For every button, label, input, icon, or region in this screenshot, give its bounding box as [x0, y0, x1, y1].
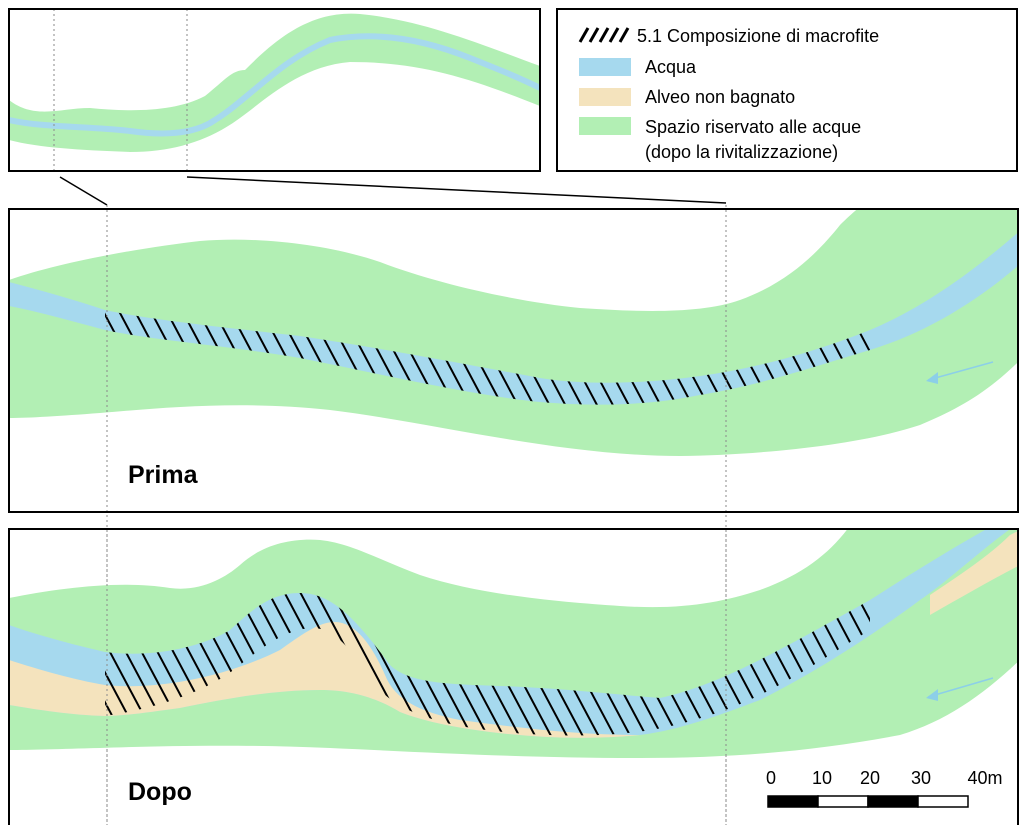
- scale-bar: 0 10 20 30 40m: [766, 768, 1003, 808]
- legend-swatch-macrophytes: [578, 27, 630, 43]
- overview-reserved-space: [9, 13, 540, 152]
- after-reserved-space: [9, 529, 1018, 758]
- legend: 5.1 Composizione di macrofite Acqua Alve…: [556, 8, 1018, 172]
- scale-label-0: 0: [766, 768, 776, 788]
- before-arrow-left-icon: [926, 361, 994, 384]
- after-frame: [8, 528, 1019, 825]
- zoom-connector-right: [186, 176, 727, 204]
- scale-label-40: 40m: [967, 768, 1002, 788]
- scale-label-30: 30: [911, 768, 931, 788]
- before-title: Prima: [128, 461, 199, 489]
- after-dry-bed-left: [9, 622, 640, 738]
- panel-after: Dopo: [8, 528, 1019, 825]
- after-macrophytes: [105, 593, 870, 736]
- before-reserved-space: [9, 209, 1018, 456]
- overview-water-line: [9, 33, 540, 137]
- legend-swatch-dry-bed: [579, 88, 631, 106]
- overview-frame: [8, 8, 541, 172]
- after-dry-bed-right: [930, 531, 1018, 615]
- legend-label-water: Acqua: [645, 57, 697, 77]
- before-macrophytes: [105, 310, 870, 405]
- legend-label-reserved-space: Spazio riservato alle acque: [645, 117, 861, 137]
- before-frame: [8, 208, 1019, 513]
- scale-label-10: 10: [812, 768, 832, 788]
- after-arrow-left-icon: [926, 677, 994, 701]
- legend-swatch-water: [579, 58, 631, 76]
- legend-swatch-reserved-space: [579, 117, 631, 135]
- overview-map: [8, 8, 541, 172]
- after-title: Dopo: [128, 778, 192, 806]
- zoom-connector-left: [59, 176, 108, 206]
- legend-label-reserved-space-note: (dopo la rivitalizzazione): [645, 142, 838, 162]
- scale-label-20: 20: [860, 768, 880, 788]
- legend-frame: [556, 8, 1018, 172]
- legend-label-macrophytes: 5.1 Composizione di macrofite: [637, 26, 879, 46]
- legend-label-dry-bed: Alveo non bagnato: [645, 87, 795, 107]
